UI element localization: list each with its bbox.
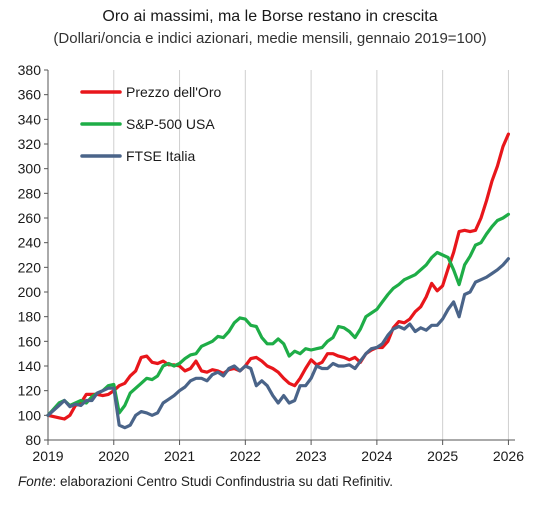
y-tick-label-140: 140 bbox=[18, 358, 42, 374]
y-tick-label-120: 120 bbox=[18, 383, 42, 399]
x-tick-label-2023: 2023 bbox=[296, 448, 327, 464]
source-note: Fonte: elaborazioni Centro Studi Confind… bbox=[18, 474, 393, 489]
x-tick-label-2026: 2026 bbox=[493, 448, 524, 464]
series-line-2 bbox=[46, 257, 510, 430]
y-tick-label-160: 160 bbox=[18, 333, 42, 349]
source-label: Fonte bbox=[18, 474, 53, 489]
x-tick-label-2021: 2021 bbox=[164, 448, 195, 464]
line-chart: 80 100 120 140 160 180 200 220 240 260 280 300 320 34… bbox=[18, 62, 525, 464]
y-tick-label-300: 300 bbox=[18, 161, 42, 177]
x-tick-label-2025: 2025 bbox=[427, 448, 458, 464]
legend-label-2: FTSE Italia bbox=[126, 148, 195, 164]
y-tick-label-260: 260 bbox=[18, 210, 42, 226]
y-tick-label-240: 240 bbox=[18, 235, 42, 251]
y-tick-label-200: 200 bbox=[18, 284, 42, 300]
x-tick-label-2019: 2019 bbox=[32, 448, 63, 464]
y-tick-label-280: 280 bbox=[18, 185, 42, 201]
series-line-1 bbox=[46, 212, 510, 417]
legend-label-1: S&P-500 USA bbox=[126, 116, 215, 132]
chart-title: Oro ai massimi, ma le Borse restano in c… bbox=[102, 8, 438, 25]
legend-label-0: Prezzo dell'Oro bbox=[126, 84, 221, 100]
series-line-0 bbox=[46, 132, 510, 421]
x-tick-label-2022: 2022 bbox=[230, 448, 261, 464]
source-text: : elaborazioni Centro Studi Confindustri… bbox=[52, 474, 393, 489]
y-tick-label-340: 340 bbox=[18, 111, 42, 127]
x-tick-label-2020: 2020 bbox=[98, 448, 129, 464]
y-tick-label-360: 360 bbox=[18, 87, 42, 103]
y-tick-label-80: 80 bbox=[25, 432, 41, 448]
chart-subtitle: (Dollari/oncia e indici azionari, medie … bbox=[53, 30, 487, 47]
x-tick-label-2024: 2024 bbox=[361, 448, 392, 464]
y-tick-label-180: 180 bbox=[18, 309, 42, 325]
y-tick-label-220: 220 bbox=[18, 259, 42, 275]
y-tick-label-100: 100 bbox=[18, 407, 42, 423]
y-tick-label-320: 320 bbox=[18, 136, 42, 152]
y-tick-label-380: 380 bbox=[18, 62, 42, 78]
